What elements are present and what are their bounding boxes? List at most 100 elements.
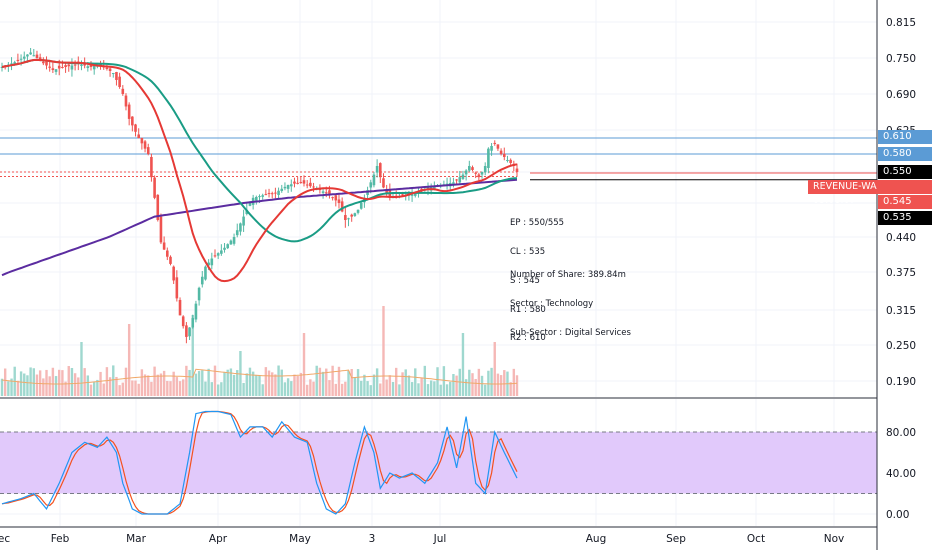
- volume-bar: [239, 351, 242, 396]
- candle-body: [29, 52, 32, 55]
- volume-bar: [0, 378, 4, 396]
- cl-text: CL : 535: [510, 246, 546, 257]
- volume-bar: [296, 375, 299, 396]
- candle-body: [515, 168, 519, 172]
- candle-body: [331, 197, 334, 199]
- volume-bar: [54, 376, 58, 396]
- candle-body: [302, 180, 306, 184]
- candle-body: [115, 71, 118, 80]
- volume-bar: [499, 375, 503, 396]
- x-tick-label: Apr: [209, 533, 228, 545]
- volume-bar: [420, 378, 423, 396]
- candle-body: [143, 141, 147, 149]
- volume-bar: [61, 370, 64, 396]
- candle-body: [127, 104, 131, 119]
- volume-bar: [496, 373, 500, 396]
- candle-body: [159, 216, 163, 243]
- volume-bar: [398, 384, 401, 396]
- volume-bar: [375, 368, 379, 396]
- candle-body: [321, 191, 325, 193]
- volume-bar: [118, 385, 121, 396]
- volume-bar: [147, 375, 150, 396]
- candle-body: [134, 124, 137, 132]
- candle-body: [248, 203, 252, 206]
- volume-bar: [433, 381, 436, 396]
- volume-bar: [89, 384, 93, 396]
- volume-bar: [10, 378, 13, 396]
- volume-bar: [185, 365, 188, 396]
- x-tick-label: Aug: [586, 533, 607, 545]
- volume-bar: [207, 368, 210, 396]
- symbol-countdown-tag: REVENUE-WA 03:08:07: [808, 180, 932, 206]
- candle-body: [216, 253, 220, 256]
- candle-body: [468, 166, 471, 171]
- volume-bars: [0, 306, 519, 396]
- candle-body: [344, 215, 347, 220]
- candle-body: [347, 218, 350, 220]
- candle-body: [111, 73, 115, 74]
- volume-bar: [461, 333, 465, 396]
- volume-bar: [140, 369, 144, 396]
- candle-body: [286, 184, 290, 189]
- candle-body: [502, 153, 506, 157]
- y-tick-label: 0.190: [886, 376, 916, 388]
- candle-body: [496, 144, 500, 149]
- candle-body: [32, 55, 36, 57]
- candle-body: [274, 192, 277, 194]
- candle-body: [73, 64, 77, 66]
- candle-body: [464, 170, 468, 175]
- candle-body: [194, 303, 198, 320]
- volume-bar: [299, 372, 303, 396]
- volume-bar: [334, 383, 337, 396]
- candle-body: [67, 64, 71, 67]
- y-tick-label: 0.690: [886, 89, 916, 101]
- candle-body: [124, 95, 128, 107]
- candle-body: [261, 195, 264, 197]
- volume-bar: [382, 306, 385, 396]
- candle-body: [493, 142, 497, 144]
- candle-body: [353, 213, 357, 216]
- symbol-tag: REVENUE-WA: [813, 181, 877, 192]
- volume-bar: [379, 383, 382, 396]
- volume-bar: [115, 376, 118, 396]
- candle-body: [255, 196, 258, 201]
- candle-body: [178, 299, 182, 316]
- candle-body: [483, 166, 487, 173]
- volume-bar: [251, 371, 255, 396]
- volume-ma-line: [1, 368, 518, 385]
- s-text: S : 545: [510, 275, 540, 286]
- volume-bar: [201, 370, 204, 396]
- x-tick-label: Feb: [51, 533, 70, 545]
- volume-bar: [391, 381, 395, 396]
- candle-body: [477, 174, 481, 178]
- candle-body: [169, 256, 172, 264]
- volume-bar: [102, 383, 105, 396]
- volume-bar: [216, 384, 220, 396]
- x-tick-label: Oct: [747, 533, 765, 545]
- volume-bar: [121, 382, 125, 396]
- volume-bar: [175, 377, 179, 396]
- candle-body: [191, 318, 195, 328]
- volume-bar: [131, 380, 134, 396]
- volume-bar: [226, 369, 229, 396]
- volume-bar: [19, 371, 23, 396]
- volume-bar: [3, 368, 7, 396]
- candle-body: [226, 244, 230, 249]
- candle-body: [185, 325, 188, 337]
- volume-bar: [366, 381, 369, 396]
- volume-bar: [484, 384, 487, 396]
- volume-bar: [325, 368, 328, 396]
- volume-bar: [417, 383, 420, 396]
- volume-bar: [445, 384, 449, 396]
- volume-bar: [80, 342, 83, 396]
- volume-bar: [401, 372, 404, 396]
- stochastic-pane: [0, 397, 877, 515]
- candle-body: [166, 250, 169, 257]
- r2-price-label: 0.610: [878, 130, 932, 144]
- volume-bar: [7, 381, 10, 396]
- candle-body: [10, 63, 13, 65]
- ma200-line: [1, 178, 518, 277]
- volume-bar: [134, 380, 137, 396]
- volume-bar: [436, 367, 439, 396]
- x-tick-label: Dec: [0, 533, 10, 545]
